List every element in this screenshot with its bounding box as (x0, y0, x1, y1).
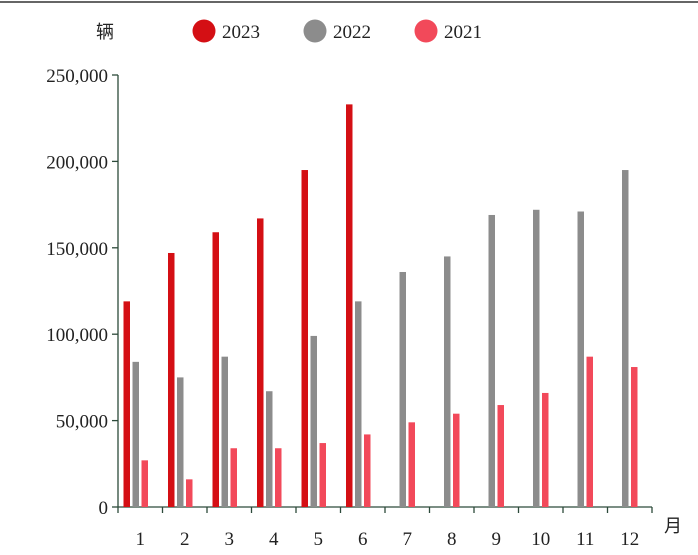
bar-2021-8 (453, 413, 460, 507)
bar-2023-5 (301, 170, 308, 508)
legend-marker-2023 (192, 19, 216, 43)
x-tick-label: 5 (314, 529, 324, 550)
legend-label-2022: 2022 (333, 22, 371, 43)
bar-2023-2 (168, 252, 175, 507)
x-tick-label: 3 (225, 529, 235, 550)
bar-2022-7 (399, 271, 406, 507)
x-tick-label: 9 (492, 529, 502, 550)
legend: 2023 2022 2021 (192, 19, 482, 43)
x-tick-label: 1 (136, 529, 146, 550)
y-tick-label: 200,000 (46, 152, 108, 173)
bar-2022-3 (221, 356, 228, 507)
bar-2023-4 (257, 218, 264, 507)
x-tick-label: 11 (576, 529, 594, 550)
bar-2022-5 (310, 335, 317, 507)
bar-2023-3 (212, 232, 219, 508)
y-axis: 0 50,000 100,000 150,000 200,000 250,000 (46, 66, 119, 519)
x-tick-label: 7 (403, 529, 413, 550)
bar-2022-12 (622, 170, 629, 508)
bar-2022-8 (444, 256, 451, 507)
bar-2023-1 (123, 301, 130, 507)
legend-label-2023: 2023 (222, 22, 260, 43)
bar-2021-10 (542, 392, 549, 507)
y-tick-label: 150,000 (46, 239, 108, 260)
x-unit-label: 月 (664, 516, 682, 537)
y-tick-label: 250,000 (46, 66, 108, 87)
bar-2022-1 (132, 361, 139, 507)
bar-2021-7 (408, 422, 415, 507)
x-tick-label: 8 (447, 529, 457, 550)
x-tick-label: 2 (180, 529, 190, 550)
y-tick-label: 50,000 (56, 412, 108, 433)
y-unit-label: 辆 (96, 22, 114, 43)
bar-2021-1 (141, 460, 148, 507)
x-axis: 1 2 3 4 5 6 7 8 9 10 11 12 (117, 506, 653, 550)
x-tick-label: 10 (531, 529, 550, 550)
legend-marker-2021 (414, 19, 438, 43)
x-tick-label: 6 (358, 529, 368, 550)
bar-2022-4 (266, 391, 273, 507)
bars (123, 104, 638, 508)
bar-2022-2 (177, 377, 184, 507)
y-tick-label: 0 (99, 498, 109, 519)
bar-2023-6 (346, 104, 353, 507)
x-tick-label: 4 (269, 529, 279, 550)
bar-2022-10 (533, 209, 540, 507)
legend-label-2021: 2021 (444, 22, 482, 43)
bar-2021-2 (186, 479, 193, 507)
bar-2021-3 (230, 448, 237, 507)
bar-2021-5 (319, 443, 326, 507)
bar-2021-9 (497, 405, 504, 507)
bar-2021-6 (364, 434, 371, 507)
bar-2021-4 (275, 448, 282, 507)
bar-2021-11 (586, 356, 593, 507)
legend-marker-2022 (303, 19, 327, 43)
x-tick-label: 12 (620, 529, 639, 550)
y-tick-label: 100,000 (46, 325, 108, 346)
bar-2022-9 (488, 214, 495, 507)
bar-2021-12 (631, 367, 638, 507)
bar-2022-6 (355, 301, 362, 507)
bar-2022-11 (577, 211, 584, 507)
